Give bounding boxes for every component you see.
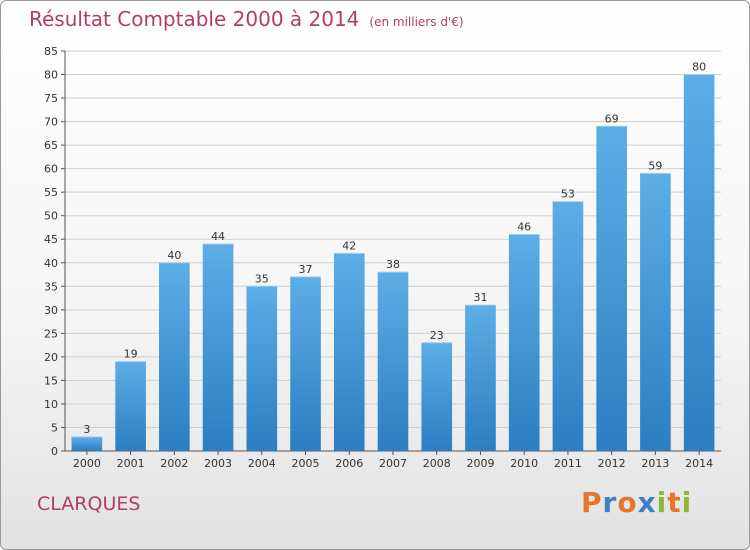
bar (71, 436, 103, 451)
y-tick-label: 5 (51, 421, 58, 434)
y-tick-label: 50 (44, 210, 58, 223)
bar (333, 253, 365, 451)
y-tick-label: 10 (44, 398, 58, 411)
y-tick-label: 60 (44, 163, 58, 176)
bar (596, 126, 627, 451)
x-tick-label: 2013 (641, 457, 669, 470)
y-tick-label: 65 (44, 139, 58, 152)
x-tick-label: 2008 (423, 457, 451, 470)
y-tick-label: 35 (44, 280, 58, 293)
bar-value-label: 3 (83, 423, 90, 436)
y-tick-label: 55 (44, 186, 58, 199)
y-tick-label: 25 (44, 327, 58, 340)
bar-value-label: 31 (473, 291, 487, 304)
bar-value-label: 53 (561, 188, 575, 201)
x-tick-label: 2001 (117, 457, 145, 470)
bar-value-label: 69 (605, 112, 619, 125)
proxiti-logo: Proxiti (581, 486, 692, 519)
logo-letter: P (581, 486, 603, 519)
logo-letter: x (637, 486, 657, 519)
y-tick-label: 45 (44, 233, 58, 246)
bar (421, 342, 453, 451)
bar (290, 276, 321, 451)
bar (115, 361, 146, 451)
y-tick-label: 15 (44, 374, 58, 387)
chart-title: Résultat Comptable 2000 à 2014 (29, 7, 360, 31)
x-tick-label: 2007 (379, 457, 407, 470)
bar-value-label: 35 (255, 272, 269, 285)
bar-value-label: 44 (211, 230, 225, 243)
y-tick-label: 70 (44, 116, 58, 129)
y-tick-label: 80 (44, 69, 58, 82)
bar-value-label: 80 (692, 61, 706, 74)
y-tick-label: 40 (44, 257, 58, 270)
y-tick-label: 75 (44, 92, 58, 105)
bar-value-label: 59 (648, 159, 662, 172)
bar (683, 74, 715, 451)
logo-letter: t (667, 486, 682, 519)
x-tick-label: 2004 (248, 457, 276, 470)
bar-value-label: 37 (299, 263, 313, 276)
bar-value-label: 46 (517, 221, 531, 234)
title-row: Résultat Comptable 2000 à 2014 (en millie… (29, 7, 464, 31)
x-tick-label: 2012 (598, 457, 626, 470)
x-tick-label: 2003 (204, 457, 232, 470)
bar (465, 305, 496, 451)
x-tick-label: 2011 (554, 457, 582, 470)
bar (640, 173, 671, 451)
y-tick-label: 20 (44, 351, 58, 364)
logo-letter: i (656, 486, 668, 519)
x-tick-label: 2009 (466, 457, 494, 470)
place-name: CLARQUES (37, 493, 141, 515)
bar-value-label: 19 (124, 348, 138, 361)
bar (377, 272, 409, 451)
x-tick-label: 2010 (510, 457, 538, 470)
x-tick-label: 2000 (73, 457, 101, 470)
x-tick-label: 2006 (335, 457, 363, 470)
y-tick-label: 30 (44, 304, 58, 317)
labels: 0 5 10 15 20 25 30 35 40 45 50 55 60 65 70 75 80 85 3 2000 1… (44, 45, 713, 470)
bar (159, 262, 190, 451)
bar (508, 234, 540, 451)
x-tick-label: 2002 (160, 457, 188, 470)
bar (552, 201, 584, 451)
logo-letter: o (617, 486, 638, 519)
bar-value-label: 42 (342, 239, 356, 252)
bar (246, 286, 278, 451)
bar-value-label: 23 (430, 329, 444, 342)
logo-letter: i (681, 486, 693, 519)
bars (71, 74, 715, 451)
x-tick-label: 2014 (685, 457, 713, 470)
y-tick-label: 0 (51, 445, 58, 458)
x-tick-label: 2005 (292, 457, 320, 470)
bar (202, 243, 234, 451)
y-tick-label: 85 (44, 45, 58, 58)
bar-value-label: 38 (386, 258, 400, 271)
chart-unit-note: (en milliers d'€) (369, 15, 464, 29)
bar-value-label: 40 (167, 249, 181, 262)
logo-letter: r (602, 486, 618, 519)
